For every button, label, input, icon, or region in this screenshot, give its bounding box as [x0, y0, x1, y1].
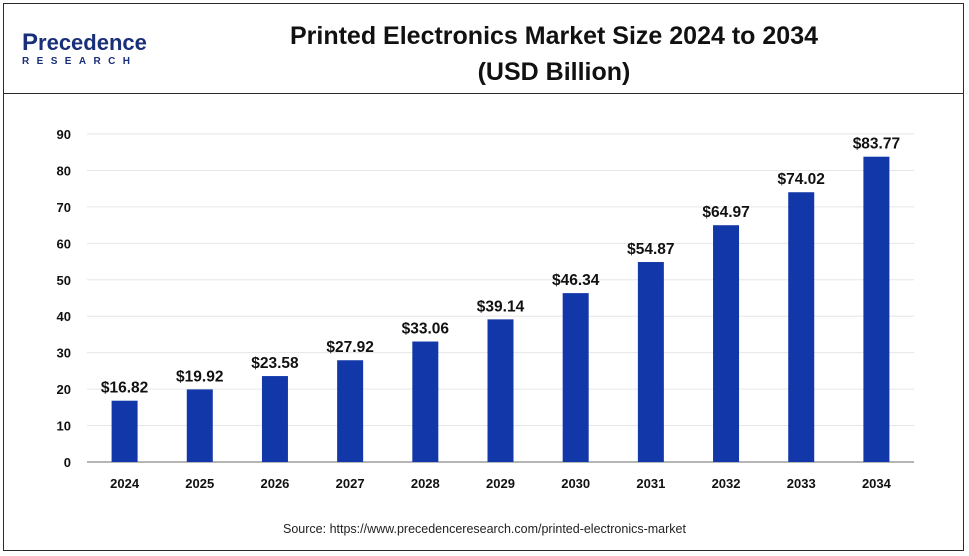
y-tick-label: 60 — [57, 236, 71, 251]
chart-title: Printed Electronics Market Size 2024 to … — [234, 18, 874, 90]
bar — [337, 360, 364, 462]
x-tick-label: 2025 — [185, 476, 214, 491]
bar — [487, 319, 514, 462]
bar — [562, 293, 589, 462]
logo-wordmark: Precedence — [22, 29, 147, 56]
data-label: $74.02 — [778, 171, 825, 188]
y-tick-label: 50 — [57, 273, 71, 288]
x-tick-label: 2030 — [561, 476, 590, 491]
x-tick-label: 2029 — [486, 476, 515, 491]
data-label: $54.87 — [627, 241, 674, 258]
logo-rest: recedence — [38, 30, 147, 55]
x-tick-label: 2033 — [787, 476, 816, 491]
x-tick-label: 2026 — [260, 476, 289, 491]
logo-initial: P — [22, 29, 39, 56]
bar-chart: 0102030405060708090$16.822024$19.922025$… — [57, 127, 914, 491]
bar — [637, 262, 664, 462]
data-label: $19.92 — [176, 368, 223, 385]
logo: Precedence RESEARCH — [22, 29, 147, 68]
header: Precedence RESEARCH Printed Electronics … — [4, 4, 963, 94]
x-tick-label: 2027 — [336, 476, 365, 491]
y-tick-label: 0 — [64, 455, 71, 470]
data-label: $64.97 — [702, 204, 749, 221]
data-label: $39.14 — [477, 298, 525, 315]
data-label: $33.06 — [402, 321, 450, 338]
data-label: $16.82 — [101, 380, 148, 397]
x-tick-label: 2031 — [636, 476, 665, 491]
chart-title-line1: Printed Electronics Market Size 2024 to … — [289, 22, 818, 50]
bar — [412, 341, 439, 462]
logo-subtitle: RESEARCH — [22, 56, 138, 67]
x-tick-label: 2032 — [712, 476, 741, 491]
bar — [261, 376, 288, 462]
bar — [186, 389, 213, 462]
y-tick-label: 70 — [57, 200, 71, 215]
source-note: Source: https://www.precedenceresearch.c… — [283, 522, 686, 536]
data-label: $23.58 — [251, 355, 299, 372]
x-tick-label: 2028 — [411, 476, 440, 491]
data-label: $46.34 — [552, 272, 600, 289]
y-tick-label: 40 — [57, 309, 71, 324]
y-tick-label: 90 — [57, 127, 71, 142]
data-label: $27.92 — [326, 339, 373, 356]
chart-frame: Precedence RESEARCH Printed Electronics … — [3, 3, 964, 551]
x-tick-label: 2024 — [110, 476, 140, 491]
bar — [713, 225, 740, 462]
y-tick-label: 20 — [57, 382, 71, 397]
y-tick-label: 10 — [57, 419, 71, 434]
bar — [111, 400, 138, 462]
bar — [863, 156, 890, 462]
y-tick-label: 80 — [57, 163, 71, 178]
bar — [788, 192, 815, 462]
x-tick-label: 2034 — [862, 476, 892, 491]
y-tick-label: 30 — [57, 346, 71, 361]
data-label: $83.77 — [853, 136, 900, 153]
chart-title-line2: (USD Billion) — [477, 58, 631, 86]
